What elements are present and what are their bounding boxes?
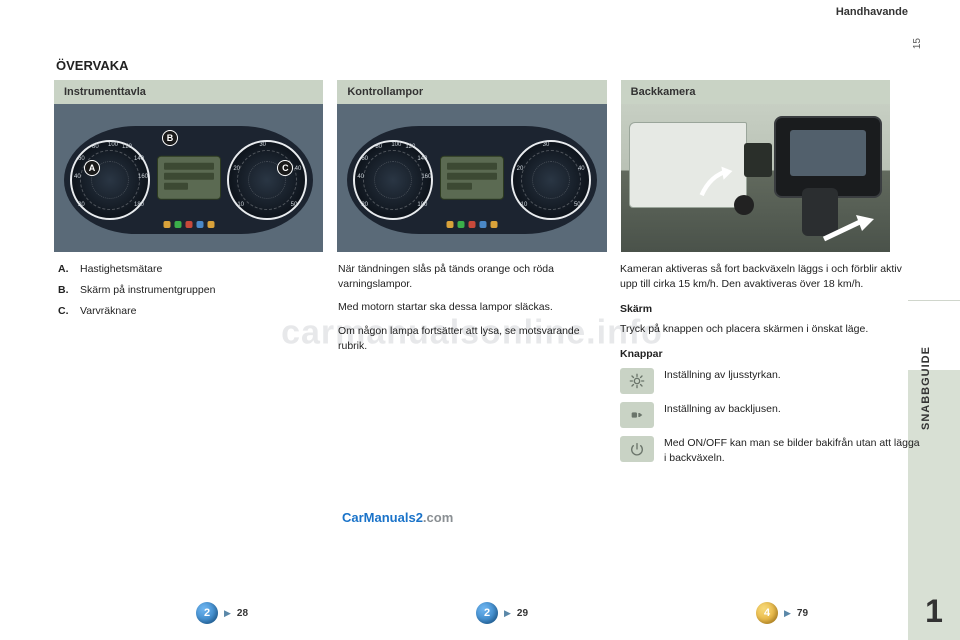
- card-instrument: Instrumenttavla 20 40 60 80 100 120 140 …: [54, 80, 323, 252]
- footer-refs: 2 ▶ 28 2 ▶ 29 4 ▶ 79: [36, 602, 908, 632]
- running-head: Handhavande: [836, 6, 908, 18]
- ref-2: 2 ▶ 29: [476, 602, 528, 624]
- cards-row: Instrumenttavla 20 40 60 80 100 120 140 …: [54, 80, 890, 252]
- callout-b: B: [162, 130, 178, 146]
- section-title: ÖVERVAKA: [56, 58, 128, 73]
- list-key-b: B.: [58, 283, 80, 298]
- arrow-icon-2: [822, 213, 876, 248]
- ref-2-arrow-icon: ▶: [504, 608, 511, 619]
- monitor-graphic: [774, 116, 882, 198]
- center-display: [157, 156, 221, 200]
- card-instrument-title: Instrumenttavla: [54, 80, 323, 104]
- tachometer: 10 20 30 40 50: [227, 140, 307, 220]
- lamps-p1: När tändningen slås på tänds orange och …: [338, 262, 598, 292]
- card-lamps-image: 20 40 60 80 100 120 140 160 180 10 20: [337, 104, 606, 252]
- watermark-small-a: CarManuals2: [342, 510, 423, 525]
- power-icon: [620, 436, 654, 462]
- camera-intro: Kameran aktiveras så fort backväxeln läg…: [620, 262, 920, 292]
- reverse-light-icon: [620, 402, 654, 428]
- ref-2-bubble: 2: [476, 602, 498, 624]
- col-instrument-list: A. Hastighetsmätare B. Skärm på instrume…: [58, 262, 318, 320]
- ref-3-page: 79: [797, 608, 808, 619]
- ref-3-arrow-icon: ▶: [784, 608, 791, 619]
- list-key-a: A.: [58, 262, 80, 277]
- callout-a: A: [84, 160, 100, 176]
- cluster-shell: 20 40 60 80 100 120 140 160 180: [64, 126, 313, 234]
- ref-3-bubble: 4: [756, 602, 778, 624]
- col-lamps-text: När tändningen slås på tänds orange och …: [338, 262, 598, 362]
- ref-2-page: 29: [517, 608, 528, 619]
- card-camera-title: Backkamera: [621, 80, 890, 104]
- watermark-small-b: .com: [423, 510, 453, 525]
- ref-3: 4 ▶ 79: [756, 602, 808, 624]
- card-lamps: Kontrollampor 20 40 60 80 100 120 140 16…: [337, 80, 606, 252]
- col-camera-text: Kameran aktiveras så fort backväxeln läg…: [620, 262, 920, 467]
- page: Handhavande 15 ÖVERVAKA carmanualsonline…: [36, 0, 908, 640]
- brightness-icon: [620, 368, 654, 394]
- skarm-head: Skärm: [620, 302, 920, 317]
- knappar-k1: Inställning av ljusstyrkan.: [664, 368, 920, 383]
- watermark-small: CarManuals2.com: [342, 510, 453, 525]
- skarm-body: Tryck på knappen och placera skärmen i ö…: [620, 322, 920, 337]
- warning-icon-row: [163, 221, 214, 228]
- ref-1-arrow-icon: ▶: [224, 608, 231, 619]
- card-instrument-image: 20 40 60 80 100 120 140 160 180: [54, 104, 323, 252]
- list-val-c: Varvräknare: [80, 304, 318, 319]
- speedometer: 20 40 60 80 100 120 140 160 180: [70, 140, 150, 220]
- chapter-number: 1: [916, 593, 952, 630]
- knappar-k3: Med ON/OFF kan man se bilder bakifrån ut…: [664, 436, 920, 466]
- card-lamps-title: Kontrollampor: [337, 80, 606, 104]
- arrow-icon: [695, 160, 739, 204]
- ref-1-page: 28: [237, 608, 248, 619]
- lamps-p3: Om någon lampa fortsätter att lysa, se m…: [338, 324, 598, 354]
- ref-1-bubble: 2: [196, 602, 218, 624]
- list-val-b: Skärm på instrumentgruppen: [80, 283, 318, 298]
- knappar-k2: Inställning av backljusen.: [664, 402, 920, 417]
- page-number-rotated: 15: [912, 38, 923, 49]
- list-val-a: Hastighetsmätare: [80, 262, 318, 277]
- sidebar-section-label: SNABBGUIDE: [920, 346, 932, 430]
- lamps-p2: Med motorn startar ska dessa lampor släc…: [338, 300, 598, 315]
- knappar-head: Knappar: [620, 347, 920, 362]
- card-camera-image: [621, 104, 890, 252]
- ref-1: 2 ▶ 28: [196, 602, 248, 624]
- list-key-c: C.: [58, 304, 80, 319]
- card-camera: Backkamera: [621, 80, 890, 252]
